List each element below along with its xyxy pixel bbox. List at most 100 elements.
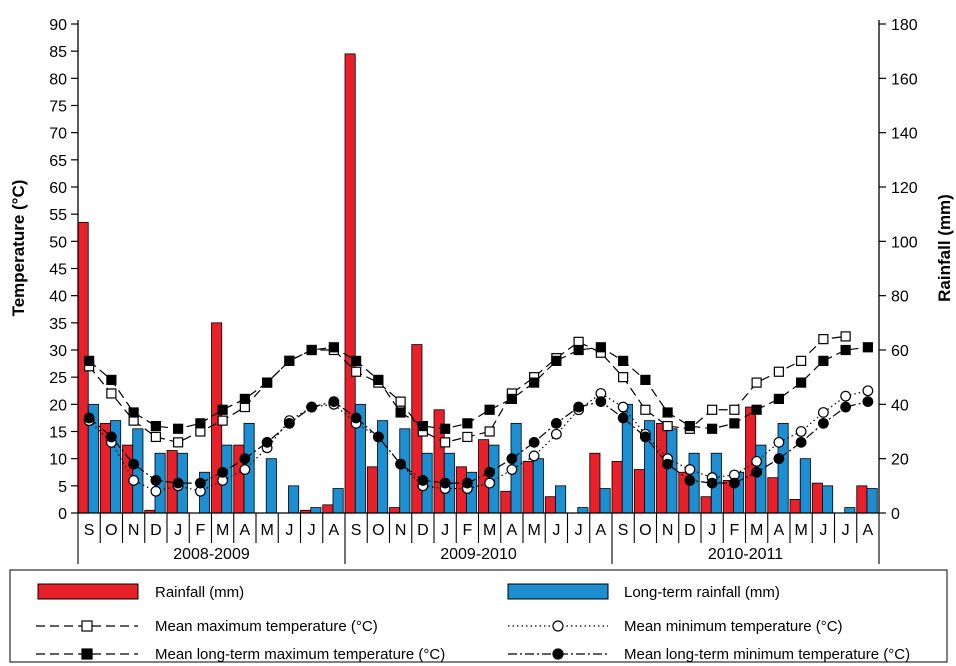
y-tick-label: 5 bbox=[58, 479, 67, 496]
legend-lt-max-marker bbox=[81, 648, 93, 660]
mean-min-temp-point bbox=[150, 485, 162, 497]
month-label: F bbox=[462, 522, 472, 539]
rainfall-bar bbox=[522, 460, 534, 514]
rainfall-bar bbox=[389, 507, 401, 514]
legend-longterm-rainfall-label: Long-term rainfall (mm) bbox=[624, 584, 780, 601]
rainfall-bar bbox=[344, 53, 356, 514]
longterm-rainfall-bar bbox=[866, 488, 878, 514]
y2-axis-title: Rainfall (mm) bbox=[935, 194, 954, 302]
month-label: O bbox=[639, 522, 651, 539]
y-tick-label: 45 bbox=[49, 262, 67, 279]
y-tick-label: 80 bbox=[49, 71, 67, 88]
y2-tick-label: 120 bbox=[891, 180, 918, 197]
lt-max-temp-point bbox=[373, 374, 384, 385]
y-tick-label: 15 bbox=[49, 425, 67, 442]
mean-max-temp-point bbox=[217, 415, 228, 426]
legend-lt-min-label: Mean long-term minimum temperature (°C) bbox=[624, 646, 910, 663]
y2-tick-label: 180 bbox=[891, 17, 918, 34]
lt-max-temp-point bbox=[440, 423, 451, 434]
mean-max-temp-point bbox=[751, 377, 762, 388]
mean-min-temp-point bbox=[795, 426, 807, 437]
month-label: A bbox=[329, 522, 340, 539]
y-tick-label: 60 bbox=[49, 180, 67, 197]
y2-tick-label: 140 bbox=[891, 126, 918, 143]
legend-mean-max-marker bbox=[81, 620, 93, 632]
lt-min-temp-point bbox=[728, 477, 740, 489]
y2-tick-label: 60 bbox=[891, 343, 909, 360]
mean-min-temp-point bbox=[684, 464, 696, 475]
month-label: J bbox=[441, 522, 449, 539]
lt-min-temp-point bbox=[306, 401, 318, 413]
rainfall-bar bbox=[544, 496, 556, 514]
mean-max-temp-point bbox=[395, 396, 406, 407]
y-tick-label: 25 bbox=[49, 370, 67, 387]
longterm-rainfall-bar bbox=[844, 507, 856, 514]
lt-min-temp-point bbox=[550, 417, 562, 429]
y-tick-label: 70 bbox=[49, 126, 67, 143]
rainfall-bar bbox=[322, 504, 334, 514]
mean-min-temp-point bbox=[617, 401, 629, 413]
season-label: 2010-2011 bbox=[708, 546, 783, 563]
rainfall-bar bbox=[589, 452, 601, 514]
month-label: S bbox=[351, 522, 362, 539]
month-label: F bbox=[195, 522, 205, 539]
longterm-rainfall-bar bbox=[799, 458, 811, 514]
lt-max-temp-point bbox=[262, 377, 273, 388]
y-tick-label: 90 bbox=[49, 17, 67, 34]
longterm-rainfall-bar bbox=[332, 488, 344, 514]
lt-min-temp-point bbox=[751, 466, 763, 478]
month-label: D bbox=[417, 522, 429, 539]
y-tick-label: 10 bbox=[49, 452, 67, 469]
lt-min-temp-point bbox=[817, 417, 829, 429]
month-label: S bbox=[84, 522, 95, 539]
mean-min-temp-point bbox=[128, 475, 140, 486]
lt-min-temp-point bbox=[840, 401, 852, 413]
month-label: D bbox=[150, 522, 162, 539]
legend-box bbox=[9, 569, 948, 663]
lt-max-temp-point bbox=[150, 420, 161, 432]
lt-max-temp-point bbox=[773, 393, 784, 404]
y-tick-label: 20 bbox=[49, 397, 67, 414]
mean-min-temp-point bbox=[817, 407, 829, 418]
longterm-rainfall-bar bbox=[132, 428, 144, 514]
y-tick-label: 0 bbox=[58, 506, 67, 523]
lt-min-temp-point bbox=[217, 466, 229, 478]
lt-max-temp-point bbox=[462, 418, 473, 429]
longterm-rainfall-bar bbox=[577, 507, 589, 514]
lt-max-temp-point bbox=[284, 355, 295, 366]
lt-max-temp-point bbox=[684, 420, 695, 432]
legend-rainfall-label: Rainfall (mm) bbox=[155, 584, 244, 601]
lt-max-temp-point bbox=[417, 420, 428, 432]
mean-max-temp-point bbox=[662, 420, 673, 432]
month-label: A bbox=[863, 522, 874, 539]
mean-max-temp-point bbox=[640, 404, 651, 415]
month-label: J bbox=[552, 522, 560, 539]
lt-max-temp-point bbox=[551, 355, 562, 366]
lt-min-temp-point bbox=[461, 477, 473, 489]
month-label: A bbox=[596, 522, 607, 539]
mean-min-temp-point bbox=[773, 436, 785, 448]
mean-max-temp-point bbox=[173, 437, 184, 448]
month-label: A bbox=[240, 522, 251, 539]
mean-max-temp-point bbox=[351, 366, 362, 377]
lt-max-temp-point bbox=[840, 344, 851, 356]
month-label: N bbox=[128, 522, 140, 539]
rainfall-bar bbox=[633, 469, 645, 514]
temperature-lines bbox=[83, 331, 874, 497]
lt-min-temp-point bbox=[862, 396, 874, 408]
mean-max-temp-point bbox=[106, 388, 117, 399]
lt-min-temp-point bbox=[528, 436, 540, 448]
month-label: J bbox=[842, 522, 850, 539]
y-tick-label: 55 bbox=[49, 207, 67, 224]
lt-max-temp-point bbox=[351, 355, 362, 366]
rainfall-bar bbox=[611, 460, 623, 514]
legend-mean-min-label: Mean minimum temperature (°C) bbox=[624, 618, 843, 635]
lt-min-temp-point bbox=[105, 431, 117, 443]
mean-max-temp-point bbox=[440, 437, 451, 448]
month-label: J bbox=[575, 522, 583, 539]
y-tick-label: 35 bbox=[49, 316, 67, 333]
lt-min-temp-point bbox=[194, 477, 206, 489]
mean-max-temp-point bbox=[773, 366, 784, 377]
lt-min-temp-point bbox=[706, 477, 718, 489]
lt-max-temp-point bbox=[484, 404, 495, 415]
